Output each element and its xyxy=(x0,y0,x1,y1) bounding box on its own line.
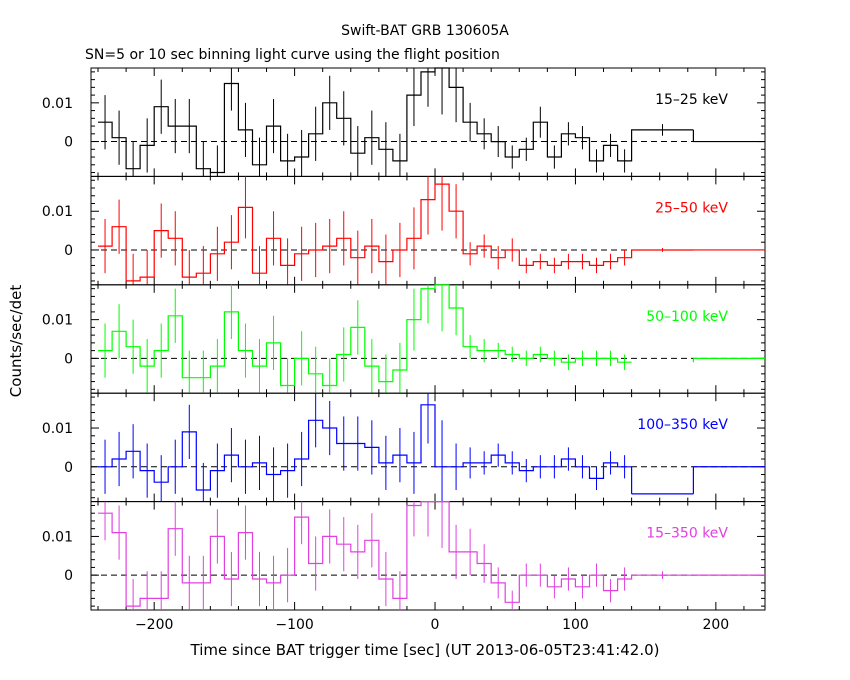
light-curve-step xyxy=(98,501,694,607)
y-tick-label: 0.01 xyxy=(42,529,73,545)
y-tick-label: 0 xyxy=(64,351,73,367)
y-tick-label: 0 xyxy=(64,243,73,259)
y-tick-label: 0 xyxy=(64,568,73,584)
panel-3: 0 0.01 50–100 keV xyxy=(42,284,766,394)
y-tick-label: 0 xyxy=(64,135,73,151)
x-tick-label: 100 xyxy=(562,617,589,633)
y-tick-label: 0.01 xyxy=(42,204,73,220)
y-tick-label: 0.01 xyxy=(42,96,73,112)
y-tick-label: 0.01 xyxy=(42,421,73,437)
panel-1: 0 0.01 15–25 keV xyxy=(42,67,766,177)
chart-title: Swift-BAT GRB 130605A xyxy=(341,23,509,39)
light-curve-step xyxy=(98,67,694,174)
band-label: 50–100 keV xyxy=(646,309,728,325)
panel-2: 0 0.01 25–50 keV xyxy=(42,175,766,286)
band-label: 100–350 keV xyxy=(637,417,728,433)
x-axis-label: Time since BAT trigger time [sec] (UT 20… xyxy=(190,641,660,659)
light-curve-step xyxy=(98,183,694,282)
y-axis-label: Counts/sec/det xyxy=(7,285,25,398)
chart-subtitle: SN=5 or 10 sec binning light curve using… xyxy=(85,47,500,63)
x-tick-label: 200 xyxy=(702,617,729,633)
y-tick-label: 0.01 xyxy=(42,313,73,329)
panels: 0 0.01 15–25 keV 0 0.01 25–50 keV 0 0.01 50–100 … xyxy=(42,67,766,633)
light-curve-step xyxy=(98,404,632,491)
x-tick-label: −200 xyxy=(135,617,173,633)
light-curve-step xyxy=(98,284,632,387)
band-label: 15–25 keV xyxy=(655,92,728,108)
panel-4: 0 0.01 100–350 keV xyxy=(42,392,766,503)
x-tick-label: −100 xyxy=(275,617,313,633)
y-tick-label: 0 xyxy=(64,460,73,476)
band-label: 15–350 keV xyxy=(646,526,728,542)
panel-5: 0 0.01 15–350 keV xyxy=(42,501,766,611)
band-label: 25–50 keV xyxy=(655,200,728,216)
x-tick-label: 0 xyxy=(431,617,440,633)
